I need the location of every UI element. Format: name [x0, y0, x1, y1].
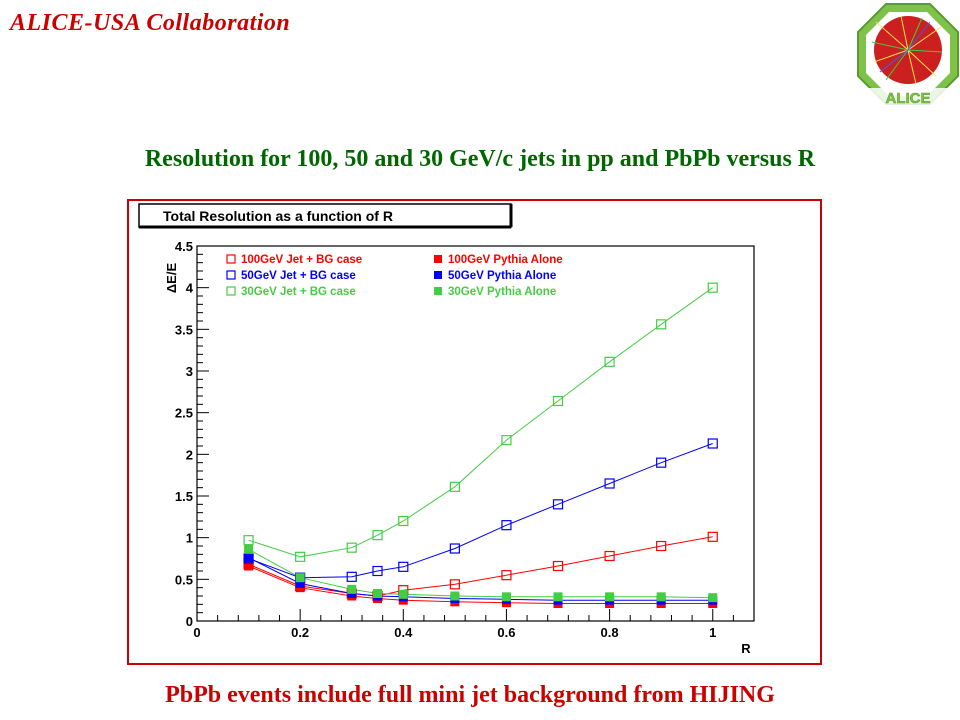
data-point	[398, 589, 408, 599]
data-point	[449, 579, 460, 590]
data-point	[656, 540, 667, 552]
data-point	[346, 542, 357, 553]
data-point	[398, 561, 409, 572]
data-point	[552, 499, 564, 510]
x-tick-label: 1	[709, 625, 716, 640]
x-tick-label: 0.2	[291, 625, 309, 640]
data-point	[656, 457, 667, 468]
data-point	[552, 395, 564, 407]
data-point	[605, 592, 615, 602]
data-point	[604, 356, 615, 367]
data-point	[295, 579, 305, 588]
resolution-chart: Total Resolution as a function of R 0 0.5…	[129, 201, 820, 663]
y-axis-label: ΔE/E	[164, 263, 179, 294]
series-line	[248, 443, 713, 579]
data-point	[449, 481, 460, 492]
data-point	[372, 565, 383, 577]
slide-headline: Resolution for 100, 50 and 30 GeV/c jets…	[144, 146, 816, 172]
x-axis-label: R	[741, 641, 751, 656]
legend-label: 100GeV Jet + BG case	[241, 254, 362, 266]
y-tick-label: 0.5	[175, 572, 193, 587]
data-point	[372, 530, 383, 541]
data-point	[449, 543, 460, 554]
chart-frame: Total Resolution as a function of R 0 0.5…	[127, 199, 822, 665]
x-tick-label: 0.4	[394, 625, 413, 640]
alice-logo: ALICE	[856, 3, 960, 106]
slide-footnote: PbPb events include full mini jet backgr…	[165, 682, 775, 708]
y-tick-label: 1.5	[175, 489, 193, 504]
data-point	[656, 592, 666, 602]
y-tick-label: 0	[186, 614, 193, 629]
x-tick-label: 0	[193, 625, 200, 640]
legend-marker	[434, 255, 442, 263]
data-point	[244, 561, 254, 571]
y-tick-label: 1	[186, 531, 193, 546]
chart-title-box: Total Resolution as a function of R	[138, 203, 513, 229]
data-point	[707, 531, 718, 542]
legend-label: 30GeV Pythia Alone	[448, 286, 556, 298]
legend-label: 50GeV Pythia Alone	[448, 270, 556, 282]
data-point	[707, 282, 718, 293]
legend-label: 100GeV Pythia Alone	[448, 254, 563, 266]
data-point	[450, 591, 460, 601]
data-point	[373, 589, 383, 598]
y-tick-label: 3.5	[175, 322, 193, 337]
legend-marker	[434, 271, 442, 279]
x-tick-label: 0.6	[497, 625, 515, 640]
chart-title: Total Resolution as a function of R	[163, 208, 393, 224]
legend-marker	[434, 287, 442, 295]
data-point	[295, 573, 305, 583]
data-point	[553, 592, 563, 602]
data-point	[346, 571, 357, 582]
legend-label: 50GeV Jet + BG case	[241, 270, 356, 282]
y-tick-label: 4	[186, 281, 194, 296]
series-line	[248, 536, 713, 597]
data-point	[501, 520, 512, 531]
y-tick-label: 2	[186, 447, 193, 462]
legend-label: 30GeV Jet + BG case	[241, 286, 356, 298]
data-point	[398, 515, 409, 527]
data-point	[244, 553, 254, 563]
data-point	[501, 592, 511, 602]
series-line	[248, 287, 713, 558]
data-point	[244, 544, 254, 554]
data-point	[243, 535, 254, 546]
data-point	[604, 550, 615, 562]
data-point	[501, 570, 512, 581]
x-tick-label: 0.8	[601, 625, 619, 640]
y-tick-label: 3	[186, 364, 193, 379]
collaboration-title: ALICE-USA Collaboration	[10, 10, 291, 36]
data-point	[707, 438, 718, 449]
alice-logo-text: ALICE	[886, 90, 931, 106]
plot-area	[196, 245, 755, 622]
legend-marker	[226, 286, 236, 296]
y-tick-label: 4.5	[175, 239, 193, 254]
data-point	[708, 593, 718, 603]
data-point	[552, 560, 564, 572]
data-point	[347, 584, 357, 594]
data-point	[656, 319, 667, 330]
data-point	[604, 478, 615, 489]
data-point	[295, 551, 306, 562]
data-point	[501, 435, 512, 446]
y-tick-label: 2.5	[175, 406, 193, 421]
legend-marker	[226, 254, 236, 264]
legend-marker	[226, 270, 236, 280]
